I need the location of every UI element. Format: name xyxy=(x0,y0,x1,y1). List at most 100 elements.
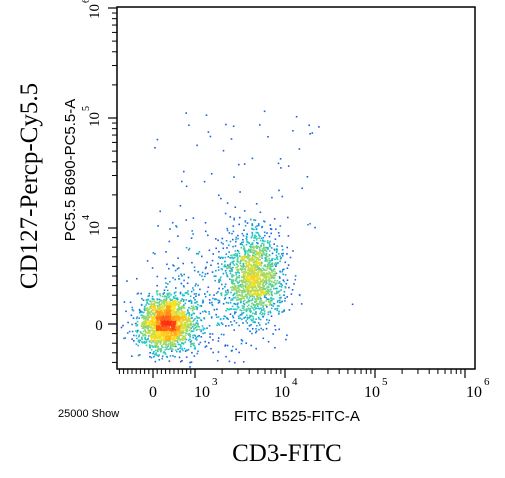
event-dot xyxy=(160,329,162,331)
event-dot xyxy=(145,315,147,317)
event-dot xyxy=(255,286,257,288)
event-dot xyxy=(229,272,232,275)
event-dot xyxy=(270,259,272,262)
event-dot xyxy=(185,185,188,188)
event-dot xyxy=(215,238,217,240)
event-dot xyxy=(270,288,272,291)
event-dot xyxy=(166,321,168,323)
event-dot xyxy=(274,308,276,310)
event-dot xyxy=(253,270,255,273)
event-dot xyxy=(222,149,225,152)
event-dot xyxy=(184,337,186,340)
event-dot xyxy=(169,317,171,319)
event-dot xyxy=(281,253,283,255)
event-dot xyxy=(257,245,260,248)
event-dot xyxy=(166,307,169,310)
event-dot xyxy=(177,338,179,340)
event-dot xyxy=(157,349,159,351)
event-dot xyxy=(274,238,277,240)
event-dot xyxy=(158,339,160,341)
event-dot xyxy=(243,277,245,280)
event-dot xyxy=(261,272,264,275)
event-dot xyxy=(216,324,218,327)
event-dot xyxy=(149,311,151,313)
event-dot xyxy=(265,256,268,259)
event-dot xyxy=(166,302,169,305)
event-dot xyxy=(224,297,227,299)
event-dot xyxy=(281,284,283,286)
event-dot xyxy=(160,350,162,353)
event-dot xyxy=(158,354,160,356)
event-dot xyxy=(171,337,173,340)
event-dot xyxy=(268,278,271,280)
event-dot xyxy=(246,222,249,224)
event-dot xyxy=(246,297,248,299)
event-dot xyxy=(141,311,144,313)
event-dot xyxy=(274,262,277,264)
event-dot xyxy=(237,284,240,287)
event-dot xyxy=(200,330,202,333)
event-dot xyxy=(154,342,156,344)
event-dot xyxy=(262,279,265,282)
event-dot xyxy=(280,257,282,259)
event-dot xyxy=(252,276,254,278)
event-dot xyxy=(171,325,173,327)
event-dot xyxy=(238,291,241,293)
event-dot xyxy=(243,275,246,278)
event-dot xyxy=(232,279,235,282)
event-dot xyxy=(283,280,285,283)
event-dot xyxy=(254,300,257,302)
event-dot xyxy=(266,285,269,288)
event-dot xyxy=(208,325,211,327)
event-dot xyxy=(195,315,198,318)
event-dot xyxy=(165,327,168,330)
event-dot xyxy=(237,237,239,240)
event-dot xyxy=(202,299,204,302)
event-dot xyxy=(162,321,165,324)
event-dot xyxy=(268,250,271,252)
event-dot xyxy=(249,251,251,254)
event-dot xyxy=(249,272,252,275)
event-dot xyxy=(277,299,279,302)
event-dot xyxy=(172,324,175,327)
event-dot xyxy=(156,284,158,287)
event-dot xyxy=(268,267,270,270)
event-dot xyxy=(187,319,190,321)
event-dot xyxy=(215,292,218,295)
event-dot xyxy=(238,293,241,296)
event-dot xyxy=(205,114,208,116)
event-dot xyxy=(148,292,151,295)
event-dot xyxy=(225,290,227,292)
event-dot xyxy=(261,274,264,276)
event-dot xyxy=(155,327,158,330)
event-dot xyxy=(161,327,164,329)
event-dot xyxy=(276,250,278,252)
event-dot xyxy=(188,325,190,328)
event-dot xyxy=(169,355,172,357)
event-dot xyxy=(151,329,153,332)
event-dot xyxy=(258,287,261,290)
event-dot xyxy=(168,240,171,243)
event-dot xyxy=(156,328,159,330)
event-dot xyxy=(266,241,269,244)
event-dot xyxy=(165,338,167,340)
event-dot xyxy=(262,237,265,239)
outer-y-axis-title: CD127-Percp-Cy5.5 xyxy=(16,83,43,289)
event-dot xyxy=(256,277,259,280)
event-dot xyxy=(184,302,187,305)
event-dot xyxy=(170,309,172,311)
event-dot xyxy=(177,316,179,318)
event-dot xyxy=(144,323,146,326)
event-dot xyxy=(251,271,254,274)
event-dot xyxy=(178,318,181,320)
event-dot xyxy=(278,281,280,284)
event-dot xyxy=(242,270,245,273)
event-dot xyxy=(275,248,278,250)
event-dot xyxy=(182,349,184,352)
event-dot xyxy=(171,305,173,308)
event-dot xyxy=(167,315,170,317)
event-dot xyxy=(270,280,273,283)
event-dot xyxy=(236,299,239,301)
event-dot xyxy=(142,342,144,344)
event-dot xyxy=(143,327,145,330)
